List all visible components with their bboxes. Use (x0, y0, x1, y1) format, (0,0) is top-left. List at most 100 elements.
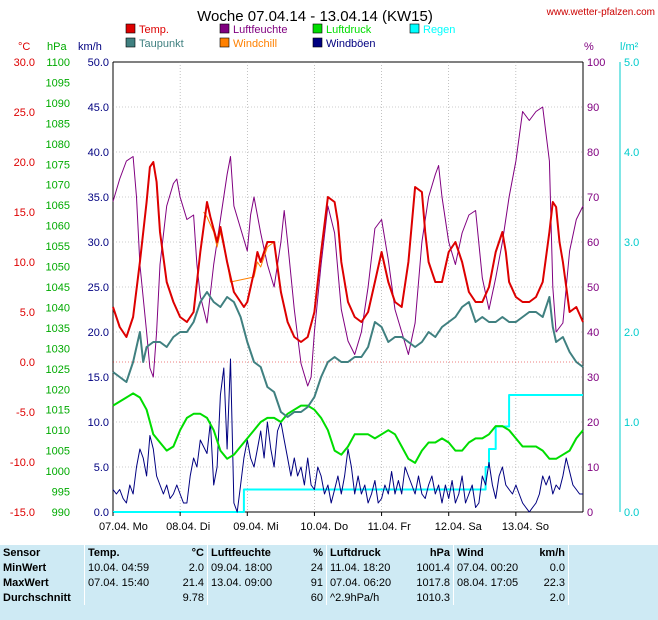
humidity-unit-label: % (584, 41, 594, 53)
series-line-regen (113, 394, 583, 513)
stats-spacer (568, 590, 575, 605)
temp-time (84, 590, 171, 605)
wind-time: 07.04. 00:20 (453, 560, 526, 575)
rain-tick-label: 4.0 (624, 147, 639, 159)
series-line-temp (112, 161, 584, 343)
pressure-tick-label: 1060 (46, 221, 70, 233)
pressure-time: 07.04. 06:20 (326, 575, 411, 590)
temp-tick-label: 15.0 (14, 207, 35, 219)
temp-value: 2.0 (188, 561, 204, 574)
temp-tick-label: -5.0 (16, 407, 35, 419)
pressure-value: 1017.8 (416, 576, 450, 589)
chart-plot-area (112, 106, 584, 513)
pressure-tick-label: 1035 (46, 323, 70, 335)
pressure-tick-label: 1050 (46, 262, 70, 274)
legend-swatch (312, 37, 323, 48)
temp-value: 21.4 (182, 576, 204, 589)
sensor-header: Sensor (3, 546, 41, 559)
legend-swatch (312, 23, 323, 34)
rain-tick-label: 3.0 (624, 237, 639, 249)
wind-tick-label: 35.0 (88, 192, 109, 204)
pressure-tick-label: 1030 (46, 343, 70, 355)
x-tick-label: 13.04. So (502, 521, 549, 533)
stats-row-max: MaxWert 07.04. 15:40 21.4 13.04. 09:00 9… (0, 575, 575, 590)
wind-tick-label: 40.0 (88, 147, 109, 159)
humidity-tick-label: 20 (587, 417, 599, 429)
humidity-tick-label: 0 (587, 507, 593, 519)
temp-tick-label: 25.0 (14, 107, 35, 119)
temp-tick-label: -10.0 (10, 457, 35, 469)
pressure-tick-label: 1040 (46, 302, 70, 314)
x-tick-label: 09.04. Mi (233, 521, 278, 533)
humidity-tick-label: 90 (587, 102, 599, 114)
temp-tick-label: 5.0 (20, 307, 35, 319)
chart-title: Woche 07.04.14 - 13.04.14 (KW15) (197, 8, 433, 25)
wind-time: 08.04. 17:05 (453, 575, 526, 590)
wind-value: 0.0 (549, 561, 565, 574)
weather-chart: Woche 07.04.14 - 13.04.14 (KW15) www.wet… (10, 7, 655, 533)
source-link[interactable]: www.wetter-pfalzen.com (546, 7, 655, 18)
wind-header: Wind (453, 545, 526, 560)
series-line-luftfeuchte (112, 106, 584, 387)
humidity-value: 24 (310, 561, 323, 574)
wind-tick-label: 10.0 (88, 417, 109, 429)
pressure-tick-label: 1010 (46, 425, 70, 437)
humidity-tick-label: 60 (587, 237, 599, 249)
pressure-tick-label: 1080 (46, 139, 70, 151)
pressure-tick-label: 1070 (46, 180, 70, 192)
stats-header-row: Sensor Temp. °C Luftfeuchte % Luftdruck … (0, 545, 575, 560)
pressure-tick-label: 1075 (46, 159, 70, 171)
wind-unit-label: km/h (78, 41, 102, 53)
pressure-unit-label: hPa (47, 41, 67, 53)
pressure-tick-label: 1015 (46, 405, 70, 417)
humidity-value: 91 (310, 576, 323, 589)
rain-tick-label: 1.0 (624, 417, 639, 429)
legend-label: Temp. (139, 24, 169, 36)
x-axis-ticks: 07.04. Mo 08.04. Di 09.04. Mi 10.04. Do 11.0… (99, 512, 549, 533)
pressure-tick-label: 1020 (46, 384, 70, 396)
wind-value: 2.0 (549, 591, 565, 604)
humidity-time: 09.04. 18:00 (207, 560, 296, 575)
temp-tick-label: -15.0 (10, 507, 35, 519)
chart-axes: 30.0 25.0 20.0 15.0 10.0 5.0 0.0 -5.0 -10.0 -15.0… (10, 57, 639, 519)
legend-swatch (125, 23, 136, 34)
x-tick-label: 10.04. Do (300, 521, 348, 533)
x-tick-label: 11.04. Fr (368, 521, 412, 533)
statistics-panel: Sensor Temp. °C Luftfeuchte % Luftdruck … (0, 545, 658, 620)
x-tick-label: 07.04. Mo (99, 521, 148, 533)
row-label: MinWert (3, 561, 47, 574)
legend-swatch (409, 23, 420, 34)
rain-tick-label: 2.0 (624, 327, 639, 339)
pressure-value: 1001.4 (416, 561, 450, 574)
legend-swatch (219, 37, 230, 48)
humidity-value: 60 (310, 591, 323, 604)
temp-unit-header: °C (191, 546, 204, 559)
temp-unit-label: °C (18, 41, 30, 53)
wind-tick-label: 25.0 (88, 282, 109, 294)
series-line-windben (112, 358, 583, 513)
pressure-tick-label: 1100 (46, 57, 70, 69)
wind-tick-label: 20.0 (88, 327, 109, 339)
stats-spacer (568, 575, 575, 590)
row-label: Durchschnitt (3, 591, 71, 604)
rain-tick-label: 0.0 (624, 507, 639, 519)
row-label: MaxWert (3, 576, 49, 589)
humidity-unit-header: % (313, 546, 323, 559)
pressure-tick-label: 1045 (46, 282, 70, 294)
rain-unit-label: l/m² (620, 41, 639, 53)
pressure-header: Luftdruck (326, 545, 411, 560)
wind-value: 22.3 (543, 576, 565, 589)
temp-time: 10.04. 04:59 (84, 560, 171, 575)
pressure-tick-label: 1085 (46, 118, 70, 130)
pressure-tick-label: 1005 (46, 446, 70, 458)
humidity-tick-label: 70 (587, 192, 599, 204)
legend-label: Taupunkt (139, 38, 184, 50)
temp-tick-label: 20.0 (14, 157, 35, 169)
humidity-tick-label: 100 (587, 57, 605, 69)
x-tick-label: 08.04. Di (166, 521, 210, 533)
humidity-time (207, 590, 296, 605)
stats-spacer (568, 545, 575, 560)
legend-swatch (219, 23, 230, 34)
pressure-time: ^2.9hPa/h (326, 590, 411, 605)
legend-label: Luftdruck (326, 24, 372, 36)
